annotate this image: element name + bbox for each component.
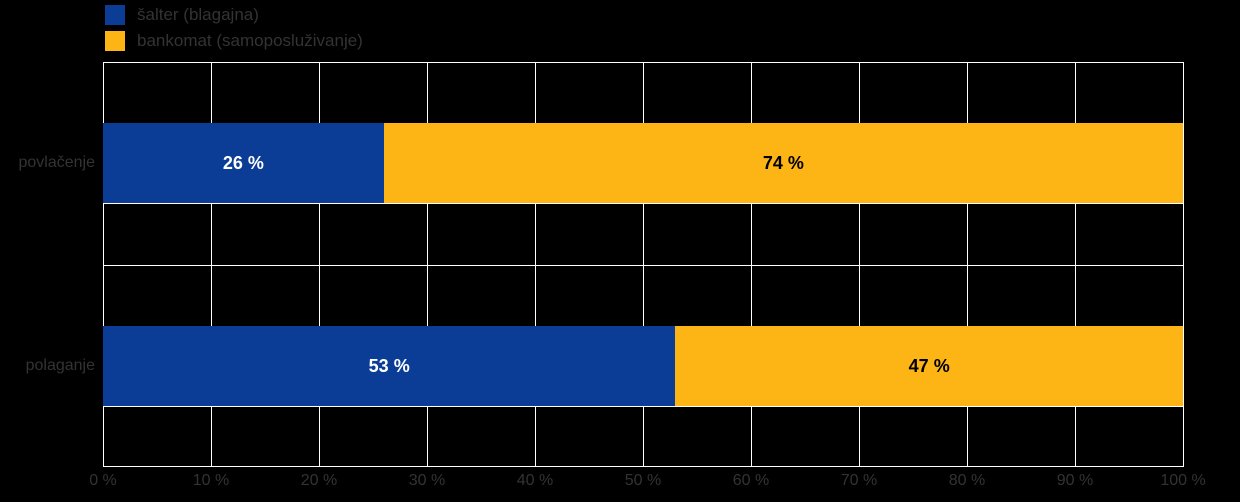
y-category-label: povlačenje xyxy=(18,154,96,171)
gridline-vertical xyxy=(859,62,860,467)
bar-value-label: 74 % xyxy=(762,152,804,173)
gridline-vertical xyxy=(319,62,320,467)
gridline-vertical xyxy=(211,62,212,467)
bar-segment-amber: 74 % xyxy=(383,123,1183,203)
legend-swatch-amber-icon xyxy=(105,31,125,51)
legend: šalter (blagajna) bankomat (samoposluživ… xyxy=(105,2,363,54)
gridline-vertical xyxy=(751,62,752,467)
gridline-vertical xyxy=(103,62,104,467)
legend-label-atm: bankomat (samoposluživanje) xyxy=(137,31,363,50)
stacked-bar-polaganje: 53 % 47 % xyxy=(103,326,1183,406)
gridline-vertical xyxy=(1183,62,1184,467)
x-tick-label: 70 % xyxy=(840,472,878,489)
x-tick-label: 20 % xyxy=(300,472,338,489)
x-tick-label: 80 % xyxy=(948,472,986,489)
x-tick-label: 50 % xyxy=(624,472,662,489)
legend-item-counter: šalter (blagajna) xyxy=(105,2,363,28)
gridline-vertical xyxy=(643,62,644,467)
x-axis: 0 % 10 % 20 % 30 % 40 % 50 % 60 % 70 % 80 % 90 % 1… xyxy=(89,472,1205,496)
gridline-vertical xyxy=(967,62,968,467)
x-tick-label: 90 % xyxy=(1056,472,1094,489)
gridline-horizontal xyxy=(103,466,1183,467)
legend-label-counter: šalter (blagajna) xyxy=(137,5,259,24)
bar-segment-amber: 47 % xyxy=(675,326,1183,406)
x-tick-label: 0 % xyxy=(89,472,117,489)
bar-segment-blue: 26 % xyxy=(103,123,384,203)
y-axis: povlačenje polaganje xyxy=(0,62,96,467)
stacked-bar-povlačenje: 26 % 74 % xyxy=(103,123,1183,203)
gridline-horizontal xyxy=(103,406,1183,407)
y-category-label: polaganje xyxy=(25,357,95,374)
x-tick-label: 40 % xyxy=(516,472,554,489)
gridline-horizontal xyxy=(103,203,1183,204)
gridline-vertical xyxy=(427,62,428,467)
bar-segment-blue: 53 % xyxy=(103,326,676,406)
x-tick-label: 30 % xyxy=(408,472,446,489)
gridline-vertical xyxy=(1075,62,1076,467)
legend-swatch-blue-icon xyxy=(105,5,125,25)
x-tick-label: 60 % xyxy=(732,472,770,489)
x-tick-label: 100 % xyxy=(1160,472,1206,489)
gridline-horizontal xyxy=(103,265,1183,266)
bar-value-label: 53 % xyxy=(368,355,410,376)
plot-area: 26 % 74 % 53 % 47 % xyxy=(103,62,1184,467)
bar-value-label: 26 % xyxy=(222,152,264,173)
gridline-vertical xyxy=(535,62,536,467)
x-tick-label: 10 % xyxy=(192,472,230,489)
legend-item-atm: bankomat (samoposluživanje) xyxy=(105,28,363,54)
gridline-horizontal xyxy=(103,62,1183,63)
bar-value-label: 47 % xyxy=(908,355,950,376)
